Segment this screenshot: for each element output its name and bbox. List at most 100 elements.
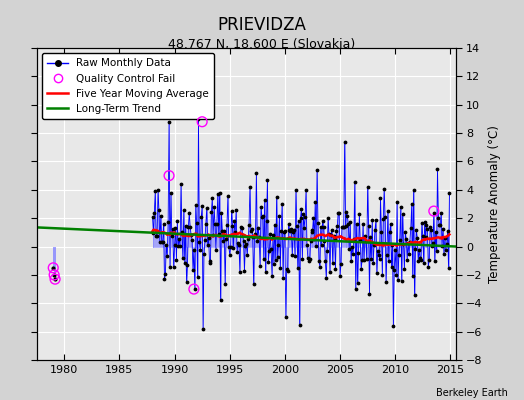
Point	[259, 256, 268, 262]
Point	[271, 257, 280, 263]
Point	[168, 233, 176, 240]
Point	[192, 202, 200, 208]
Point	[190, 286, 198, 292]
Point	[210, 204, 219, 211]
Point	[443, 228, 452, 235]
Point	[278, 200, 286, 207]
Point	[418, 220, 426, 227]
Point	[246, 184, 254, 190]
Point	[366, 234, 375, 240]
Point	[160, 276, 169, 282]
Point	[255, 233, 264, 240]
Point	[441, 235, 449, 241]
Point	[215, 190, 224, 197]
Point	[227, 208, 236, 214]
Point	[336, 272, 344, 279]
Point	[288, 252, 297, 258]
Point	[270, 221, 279, 228]
Point	[420, 260, 428, 266]
Point	[177, 181, 185, 187]
Point	[189, 266, 197, 273]
Point	[152, 232, 160, 239]
Point	[209, 232, 217, 238]
Point	[297, 215, 305, 221]
Point	[226, 244, 235, 250]
Point	[422, 222, 431, 228]
Point	[230, 218, 238, 224]
Point	[398, 211, 407, 218]
Point	[188, 236, 196, 243]
Point	[401, 229, 410, 236]
Point	[394, 277, 402, 284]
Point	[415, 247, 423, 254]
Point	[162, 242, 170, 248]
Point	[280, 229, 288, 236]
Point	[200, 251, 208, 257]
Point	[405, 251, 413, 258]
Point	[403, 256, 411, 263]
Point	[292, 187, 300, 193]
Point	[341, 139, 349, 146]
Point	[267, 246, 275, 252]
Point	[343, 213, 352, 220]
Point	[187, 232, 195, 238]
Point	[232, 206, 241, 213]
Point	[375, 252, 383, 258]
Point	[293, 265, 302, 272]
Point	[442, 247, 450, 253]
Point	[386, 229, 394, 235]
Point	[205, 258, 214, 264]
Point	[252, 170, 260, 176]
Point	[361, 233, 369, 240]
Point	[376, 194, 385, 201]
Point	[235, 241, 243, 248]
Point	[195, 239, 204, 245]
Point	[302, 187, 310, 193]
Point	[428, 243, 436, 250]
Point	[218, 228, 226, 234]
Point	[49, 265, 58, 271]
Point	[357, 266, 365, 272]
Point	[409, 273, 417, 279]
Point	[389, 323, 398, 330]
Point	[245, 222, 253, 228]
Point	[421, 234, 430, 241]
Point	[264, 258, 272, 265]
Point	[182, 278, 191, 285]
Point	[249, 281, 258, 288]
Point	[411, 246, 420, 252]
Point	[372, 217, 380, 224]
Point	[169, 264, 178, 270]
Point	[240, 268, 248, 274]
Point	[424, 264, 432, 270]
Point	[166, 263, 174, 270]
Point	[199, 326, 208, 332]
Point	[151, 188, 159, 194]
Point	[442, 241, 451, 247]
Point	[185, 210, 193, 216]
Point	[298, 256, 307, 262]
Point	[276, 265, 285, 272]
Point	[431, 229, 440, 235]
Point	[301, 214, 309, 220]
Point	[419, 233, 427, 239]
Point	[180, 207, 188, 214]
Point	[390, 266, 398, 273]
Point	[340, 224, 348, 231]
Point	[154, 186, 162, 193]
Point	[350, 236, 358, 242]
Point	[272, 194, 281, 200]
Point	[191, 286, 199, 292]
Point	[289, 228, 297, 235]
Point	[355, 210, 364, 217]
Point	[319, 224, 328, 230]
Point	[385, 258, 393, 264]
Point	[420, 219, 429, 226]
Text: PRIEVIDZA: PRIEVIDZA	[217, 16, 307, 34]
Point	[277, 228, 286, 234]
Point	[176, 243, 184, 250]
Point	[214, 191, 222, 197]
Point	[275, 213, 283, 219]
Point	[351, 179, 359, 185]
Point	[165, 172, 173, 179]
